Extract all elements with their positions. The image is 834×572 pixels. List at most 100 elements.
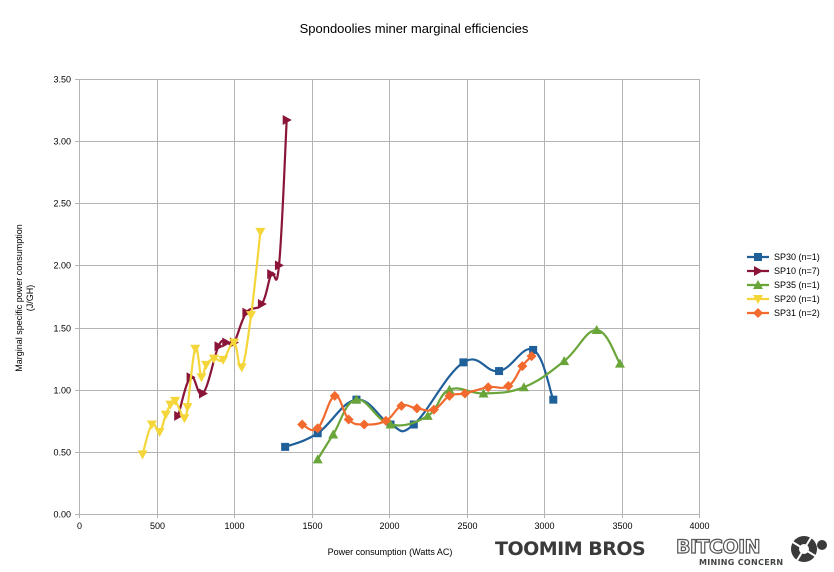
data-point-sp31 (396, 400, 407, 411)
toomim-bros-logo: TOOMIM BROS (495, 538, 646, 560)
data-point-sp31 (428, 404, 439, 415)
data-point-sp20 (170, 396, 181, 406)
y-tick-label: 0.00 (53, 510, 71, 520)
legend-swatch-marker (754, 253, 762, 261)
series-line-sp30 (284, 347, 555, 448)
x-axis-label: Power consumption (Watts AC) (328, 547, 453, 557)
data-point-sp20 (182, 403, 193, 413)
legend-swatch-marker (753, 280, 763, 289)
data-point-sp20 (229, 338, 239, 348)
x-tick-label: 500 (150, 521, 165, 531)
data-point-sp20 (154, 427, 165, 437)
legend: SP30 (n=1) SP10 (n=7) SP35 (n=1) SP20 (n=1)… (747, 252, 820, 318)
data-point-sp31 (503, 380, 514, 391)
mining-concern-text: MINING CONCERN (699, 558, 783, 567)
series-sp31 (297, 351, 537, 434)
data-point-sp31 (526, 351, 537, 362)
y-tick-label: 2.00 (53, 261, 71, 271)
data-point-sp10 (199, 388, 208, 399)
data-point-sp10 (214, 341, 224, 352)
series-line-sp35 (316, 328, 621, 460)
data-point-sp10 (274, 260, 284, 271)
x-tick-label: 1000 (224, 521, 244, 531)
x-tick-label: 1500 (302, 521, 322, 531)
data-point-sp20 (146, 420, 157, 430)
legend-label: SP10 (n=7) (774, 266, 820, 276)
data-point-sp20 (236, 363, 247, 373)
x-tick-label: 3000 (534, 521, 554, 531)
data-point-sp31 (329, 390, 340, 401)
series-line-sp10 (177, 119, 288, 417)
legend-label: SP30 (n=1) (774, 252, 820, 262)
data-point-sp31 (411, 403, 422, 414)
x-tick-label: 4000 (689, 521, 709, 531)
tick-labels: 0.00 0.50 1.00 1.50 2.00 2.50 3.00 3.50 0 500 1000… (53, 75, 709, 532)
data-point-sp31 (312, 423, 323, 434)
legend-label: SP31 (n=2) (774, 308, 820, 318)
data-point-sp31 (380, 415, 391, 426)
data-point-sp35 (614, 358, 625, 368)
data-point-sp20 (137, 450, 148, 460)
series-sp20 (137, 227, 266, 460)
data-point-sp10 (282, 115, 292, 126)
data-point-sp35 (559, 356, 570, 366)
series-layer (137, 115, 625, 464)
data-point-sp35 (328, 429, 339, 439)
legend-item-sp31: SP31 (n=2) (747, 308, 820, 318)
data-point-sp20 (208, 354, 219, 364)
legend-swatch-marker (753, 295, 763, 304)
data-point-sp10 (222, 337, 232, 348)
data-point-sp35 (591, 325, 602, 335)
legend-item-sp30: SP30 (n=1) (747, 252, 820, 262)
data-point-sp31 (517, 361, 528, 372)
data-point-sp30 (549, 395, 558, 404)
data-point-sp35 (422, 410, 433, 420)
data-point-sp30 (529, 345, 538, 354)
data-point-sp20 (196, 373, 207, 383)
legend-item-sp35: SP35 (n=1) (747, 280, 820, 290)
y-tick-label: 2.50 (53, 199, 71, 209)
data-point-sp31 (459, 388, 470, 399)
data-point-sp20 (165, 400, 176, 410)
data-point-sp30 (495, 367, 504, 376)
bitcoin-mining-concern-logo: BITCOIN MINING CONCERN (675, 535, 827, 567)
legend-item-sp20: SP20 (n=1) (747, 294, 820, 304)
data-point-sp20 (160, 410, 171, 420)
gridlines (75, 79, 700, 518)
data-point-sp20 (255, 227, 266, 237)
y-tick-label: 0.50 (53, 448, 71, 458)
legend-item-sp10: SP10 (n=7) (747, 266, 820, 276)
x-tick-label: 0 (77, 521, 82, 531)
data-point-sp31 (297, 419, 308, 430)
data-point-sp10 (174, 410, 184, 421)
data-point-sp20 (190, 344, 201, 354)
series-sp30 (281, 345, 558, 451)
y-tick-label: 1.00 (53, 386, 71, 396)
y-tick-label: 3.50 (53, 75, 71, 85)
y-axis-label-line2: (J/GH) (25, 285, 35, 312)
data-point-sp31 (343, 414, 354, 425)
gear-pickaxe-icon (790, 535, 827, 563)
toomim-bros-logo-text: TOOMIM BROS (495, 538, 645, 560)
x-tick-label: 2500 (457, 521, 477, 531)
legend-label: SP20 (n=1) (774, 294, 820, 304)
data-point-sp35 (478, 388, 489, 398)
x-tick-label: 2000 (379, 521, 399, 531)
data-point-sp31 (444, 390, 455, 401)
x-tick-label: 3500 (612, 521, 632, 531)
legend-swatch-marker (754, 266, 763, 276)
data-point-sp20 (218, 355, 229, 365)
data-point-sp10 (257, 298, 267, 309)
y-axis-label-line1: Marginal specific power consumption (14, 224, 24, 372)
data-point-sp30 (409, 420, 418, 429)
data-point-sp20 (201, 360, 212, 370)
data-point-sp35 (385, 419, 396, 429)
data-point-sp31 (359, 419, 370, 430)
data-point-sp10 (267, 269, 277, 280)
series-sp35 (312, 325, 625, 464)
legend-swatch-marker (753, 308, 763, 318)
data-point-sp30 (281, 442, 290, 451)
data-point-sp30 (459, 358, 468, 367)
data-point-sp35 (312, 454, 323, 464)
